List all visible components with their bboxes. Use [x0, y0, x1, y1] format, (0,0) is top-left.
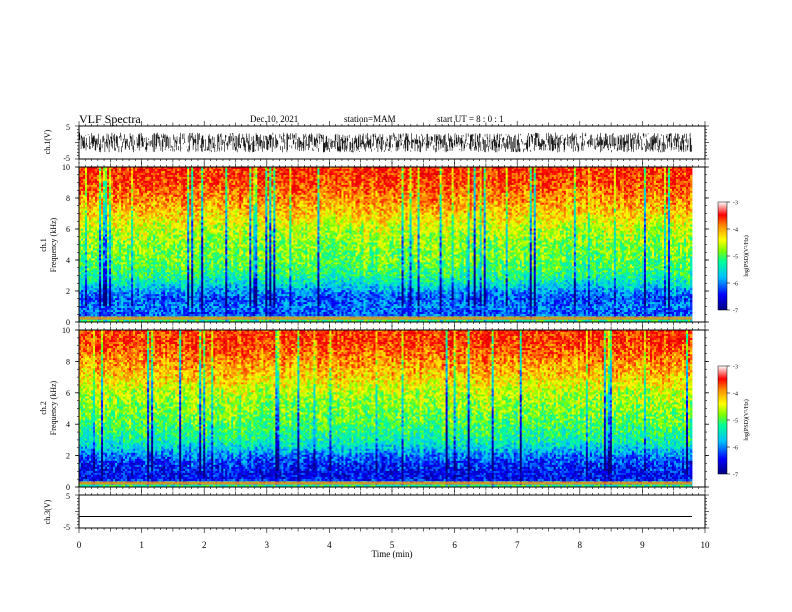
- xtick-label: 4: [327, 540, 332, 550]
- ch3-ylabel: ch.3(V): [43, 499, 52, 524]
- ch1-spectrogram-image: [79, 167, 692, 322]
- ytick-label: 8: [66, 194, 70, 203]
- ch3-ytick-neg5: -5: [63, 523, 70, 532]
- ch2-spectrogram-image: [79, 330, 692, 487]
- colorbar-tick-label: -5: [733, 255, 738, 261]
- colorbar-tick-label: -3: [733, 365, 738, 371]
- xtick-label: 2: [202, 540, 207, 550]
- ch1-ylabel-frequency: Frequency (kHz): [49, 217, 58, 272]
- ch2-colorbar: [718, 366, 727, 474]
- ch1-ytick-5: 5: [66, 123, 70, 132]
- ch3-ytick-5: 5: [66, 492, 70, 501]
- ytick-label: 6: [66, 225, 70, 234]
- colorbar-tick-label: -6: [733, 282, 738, 288]
- colorbar-tick-label: -4: [733, 392, 738, 398]
- ch2-ylabel-frequency: Frequency (kHz): [49, 380, 58, 435]
- colorbar-tick-label: -5: [733, 419, 738, 425]
- ytick-label: 4: [66, 420, 70, 429]
- xtick-label: 1: [139, 540, 144, 550]
- ch3-waveform-panel: 5 -5 ch.3(V): [43, 490, 709, 533]
- ch1-colorbar: [718, 202, 727, 310]
- ytick-label: 0: [66, 483, 70, 492]
- ytick-label: 2: [66, 452, 70, 461]
- xtick-label: 0: [77, 540, 82, 550]
- xtick-label: 9: [640, 540, 645, 550]
- colorbar-tick-label: -7: [733, 473, 738, 479]
- xtick-label: 10: [701, 540, 711, 550]
- colorbar-tick-label: -6: [733, 446, 738, 452]
- ch1-ytick-neg5: -5: [63, 154, 70, 163]
- ch1-ylabel-channel: ch.1: [39, 238, 48, 252]
- ch2-colorbar-label: log(PSD)(V²/Hz): [743, 399, 750, 440]
- ytick-label: 6: [66, 389, 70, 398]
- ch1-waveform-line: [79, 133, 692, 153]
- ch1-waveform-panel: 5 -5 ch.1(V): [43, 121, 709, 164]
- colorbar-tick-label: -7: [733, 309, 738, 315]
- ytick-label: 4: [66, 256, 70, 265]
- colorbar-tick-label: -3: [733, 201, 738, 207]
- x-axis-label: Time (min): [372, 549, 413, 559]
- ytick-label: 8: [66, 357, 70, 366]
- ch2-ylabel-channel: ch.2: [39, 401, 48, 415]
- ytick-label: 10: [62, 326, 70, 335]
- ytick-label: 2: [66, 287, 70, 296]
- xtick-label: 6: [452, 540, 457, 550]
- ytick-label: 10: [62, 163, 70, 172]
- ch1-ylabel: ch.1(V): [43, 129, 52, 154]
- ch1-waveform-trace: [79, 133, 692, 153]
- xtick-label: 8: [578, 540, 583, 550]
- colorbar-tick-label: -4: [733, 228, 738, 234]
- ch1-colorbar-label: log(PSD)(V²/Hz): [743, 235, 750, 276]
- xtick-label: 7: [515, 540, 520, 550]
- xtick-label: 3: [265, 540, 270, 550]
